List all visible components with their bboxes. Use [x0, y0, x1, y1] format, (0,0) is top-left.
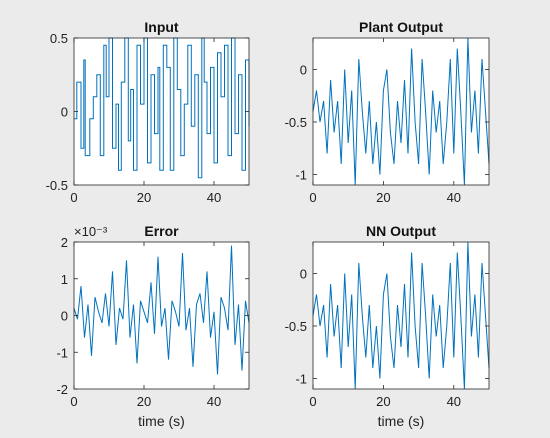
x-tick-label: 0	[309, 190, 316, 205]
x-tick-label: 40	[207, 190, 221, 205]
axes-box	[312, 241, 490, 390]
y-tick-label: -0.5	[285, 319, 307, 334]
x-tick-label: 20	[137, 190, 151, 205]
x-tick-label: 0	[70, 394, 77, 409]
y-tick-label: -1	[295, 372, 307, 387]
subplot-3: 0 20 40 -2 -1 0 1 2 Error time (s) ×10⁻³	[56, 223, 250, 429]
x-tick-label: 40	[207, 394, 221, 409]
subplot-2: 0 20 40 -1 -0.5 0 Plant Output	[285, 19, 490, 205]
series-line	[73, 245, 250, 375]
x-tick-label: 40	[447, 190, 461, 205]
x-axis-label: time (s)	[378, 413, 425, 429]
plot-area	[74, 38, 249, 185]
y-tick-label: -0.5	[285, 115, 307, 130]
series-line	[74, 37, 250, 179]
subplot-title: Input	[144, 19, 179, 35]
y-tick-label: 2	[61, 235, 68, 250]
y-tick-label: 0.5	[50, 31, 68, 46]
y-tick-label: -0.5	[46, 178, 68, 193]
y-tick-label: 0	[61, 309, 68, 324]
y-tick-label: 0	[300, 267, 307, 282]
y-tick-label: 0	[61, 105, 68, 120]
y-tick-label: -1	[56, 345, 68, 360]
plot-area	[313, 38, 489, 185]
x-axis-label: time (s)	[138, 413, 185, 429]
x-tick-label: 20	[376, 394, 390, 409]
y-tick-label: -2	[56, 382, 68, 397]
x-tick-label: 40	[447, 394, 461, 409]
y-tick-label: 0	[300, 63, 307, 78]
x-tick-label: 20	[137, 394, 151, 409]
axis-exponent-label: ×10⁻³	[74, 224, 108, 239]
plot-area	[74, 242, 249, 389]
x-tick-label: 0	[309, 394, 316, 409]
subplot-4: 0 20 40 -1 -0.5 0 NN Output time (s)	[285, 223, 490, 429]
y-tick-label: 1	[61, 272, 68, 287]
series-line	[312, 241, 490, 390]
series-line	[312, 37, 490, 186]
subplot-title: NN Output	[366, 223, 436, 239]
subplot-title: Plant Output	[359, 19, 443, 35]
subplot-title: Error	[144, 223, 179, 239]
x-tick-label: 0	[70, 190, 77, 205]
plot-area	[313, 242, 489, 389]
axes-box	[312, 37, 490, 186]
y-tick-label: -1	[295, 168, 307, 183]
x-tick-label: 20	[376, 190, 390, 205]
